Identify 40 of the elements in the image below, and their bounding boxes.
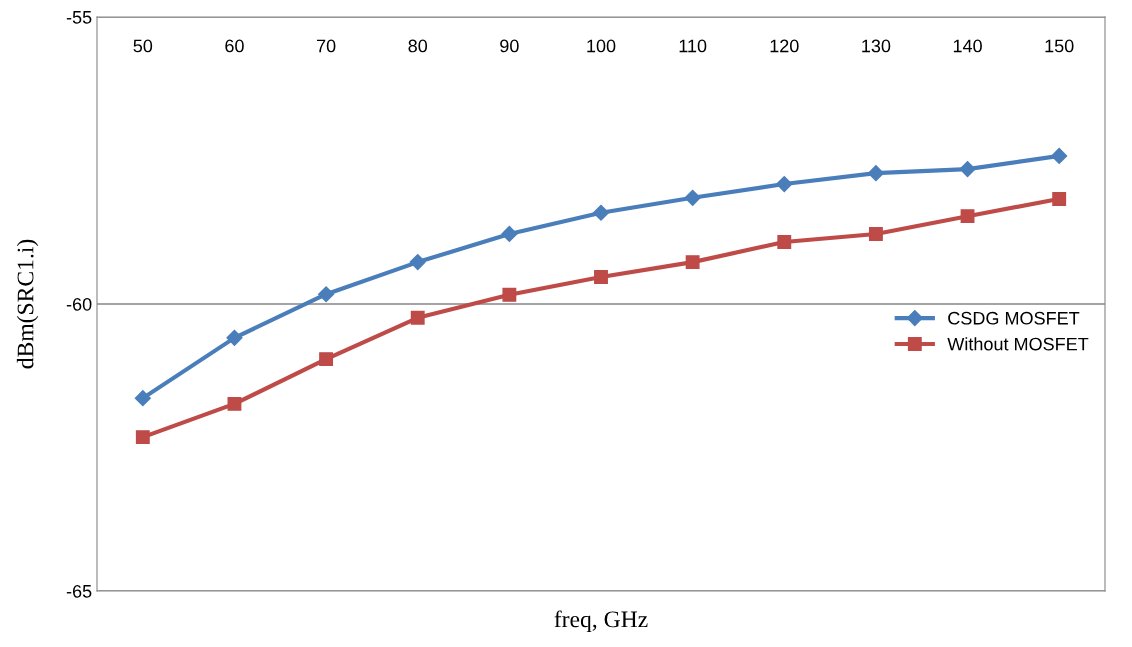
point — [592, 204, 610, 221]
y-tick-label: -60 — [66, 297, 92, 311]
point — [867, 165, 884, 182]
x-tick-label: 150 — [1045, 39, 1074, 53]
x-tick-label: 60 — [225, 39, 244, 53]
x-tick-label: 80 — [408, 39, 428, 53]
y-axis-title: dBm(SRC1.i) — [16, 239, 39, 369]
x-tick-label: 110 — [679, 39, 707, 53]
point — [227, 396, 242, 411]
point — [868, 227, 883, 241]
point — [1052, 192, 1067, 206]
x-tick-label: 140 — [953, 39, 982, 53]
point — [594, 270, 608, 284]
point — [134, 390, 151, 407]
point — [1051, 147, 1068, 164]
legend-label: CSDG MOSFET — [948, 311, 1080, 325]
x-tick-label: 50 — [133, 39, 153, 53]
point — [776, 175, 793, 193]
point — [685, 255, 700, 270]
point — [409, 254, 426, 271]
point — [960, 209, 975, 224]
x-tick-label: 90 — [500, 39, 519, 53]
x-tick-label: 120 — [770, 39, 799, 53]
point — [502, 287, 517, 302]
x-tick-label: 70 — [316, 39, 336, 53]
y-tick-label: -65 — [66, 584, 92, 598]
legend-label: Without MOSFET — [947, 337, 1089, 351]
point — [319, 352, 334, 367]
x-axis-title: freq, GHz — [554, 610, 648, 633]
point — [777, 235, 792, 249]
point — [410, 310, 425, 325]
point — [135, 430, 150, 445]
x-tick-label: 130 — [862, 39, 891, 53]
point — [684, 189, 701, 206]
point — [501, 225, 518, 243]
y-tick-label: -55 — [66, 11, 92, 24]
point — [318, 286, 335, 303]
point — [226, 329, 243, 346]
x-tick-label: 100 — [587, 39, 616, 53]
point — [959, 161, 976, 178]
